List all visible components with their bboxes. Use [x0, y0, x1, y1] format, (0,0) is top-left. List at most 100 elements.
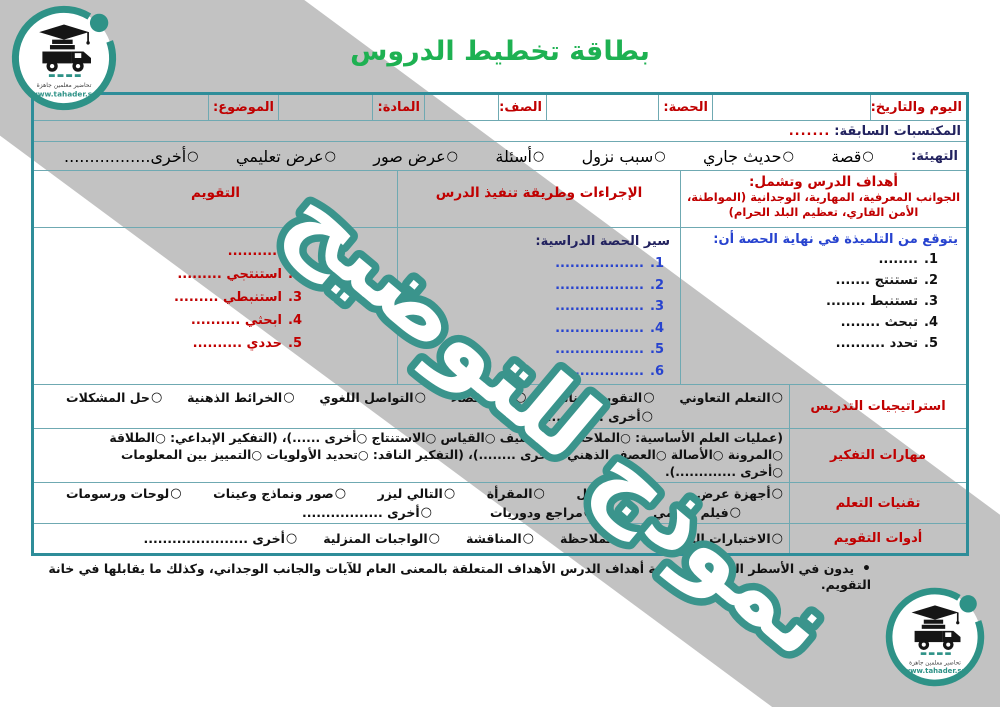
lesson-plan-form: اليوم والتاريخ: الحصة: الصف: المادة: الم… — [31, 92, 969, 556]
line-number: 2. — [288, 267, 302, 282]
radio-circle-icon[interactable]: ○ — [729, 505, 741, 520]
subject-input-area[interactable] — [278, 95, 372, 120]
radio-circle-icon[interactable]: ○ — [324, 148, 336, 164]
radio-circle-icon[interactable]: ○ — [446, 148, 458, 164]
radio-option[interactable]: ○ الاختبارات الشفوية — [654, 529, 783, 548]
objectives-expect-heading: يتوقع من التلميذة في نهاية الحصة أن: — [713, 232, 958, 247]
line-text: .................. — [555, 320, 644, 336]
radio-option[interactable]: ○ سبب نزول — [582, 147, 666, 166]
radio-option[interactable]: ○ أخرى................. — [64, 147, 199, 166]
radio-circle-icon[interactable]: ○ — [150, 389, 163, 405]
radio-circle-icon[interactable]: ○ — [334, 486, 347, 501]
radio-circle-icon[interactable]: ○ — [515, 389, 527, 405]
option-label: الملاحظة — [559, 531, 616, 546]
option-label: الواجبات المنزلية — [323, 531, 428, 546]
radio-circle-icon[interactable]: ○ — [771, 486, 783, 501]
radio-circle-icon[interactable]: ○ — [414, 389, 426, 405]
radio-circle-icon[interactable]: ○ — [782, 148, 794, 164]
radio-option[interactable]: ○ عرض تعليمي — [236, 147, 336, 166]
learning-tech-content: ○ أجهزة عرض ○ جهاز تسجيل ○ المقرأة ○ التالي ليز… — [34, 483, 789, 523]
procedures-header: الإجراءات وطريقة تنفيذ الدرس — [398, 171, 680, 228]
numbered-blank-line: 3. تستنبط ........ — [681, 291, 966, 312]
footnote-text: يدون في الأسطر الخالية في خانة أهداف الد… — [48, 561, 871, 592]
radio-circle-icon[interactable]: ○ — [771, 389, 783, 405]
radio-option[interactable]: ○ حل المشكلات — [66, 388, 162, 407]
radio-circle-icon[interactable]: ○ — [616, 531, 628, 546]
logo-tagline: تحاضير معلمين جاهزة — [37, 82, 92, 89]
numbered-blank-line: 5. حددي .......... — [34, 332, 397, 355]
evaluation-column: التقويم 1............ 2. استنتجي .........… — [34, 171, 397, 384]
thinking-skills-line1[interactable]: (عمليات العلم الأساسية: ○الملاحظة ○التصن… — [109, 431, 783, 445]
radio-circle-icon[interactable]: ○ — [533, 486, 545, 501]
radio-option[interactable]: ○ التالي ليزر — [378, 484, 456, 503]
radio-circle-icon[interactable]: ○ — [443, 486, 456, 501]
line-number: 4. — [924, 315, 938, 330]
radio-circle-icon[interactable]: ○ — [583, 505, 596, 520]
thinking-skills-line2[interactable]: ○المرونة ○الأصالة ○العصف الذهني ○أخرى ..… — [120, 448, 783, 462]
radio-option[interactable]: ○ أخرى .................... — [509, 407, 653, 426]
radio-option[interactable]: ○ الملاحظة — [560, 529, 628, 548]
radio-option[interactable]: ○ التواصل اللغوي — [319, 388, 426, 407]
bullet-icon: • — [862, 561, 871, 577]
radio-circle-icon[interactable]: ○ — [643, 389, 655, 405]
radio-option[interactable]: ○ مراجع ودوريات — [490, 503, 595, 522]
prior-learning-dots[interactable]: ....... — [788, 123, 831, 139]
radio-option[interactable]: ○ الواجبات المنزلية — [323, 529, 440, 548]
teaching-strategies-content: ○ التعلم التعاوني ○ التقويم البنائي ○ الاستقص… — [34, 385, 789, 428]
strategies-options-line2: ○ أخرى .................... — [42, 407, 783, 426]
radio-circle-icon[interactable]: ○ — [532, 148, 545, 164]
logo-site-url: www.tahader.sa — [31, 89, 97, 98]
radio-option[interactable]: ○ أسئلة — [495, 147, 544, 166]
option-label: سبب نزول — [581, 146, 654, 166]
numbered-blank-line: 3. استنبطي ......... — [34, 286, 397, 309]
numbered-blank-line: 4. ابحثي .......... — [34, 309, 397, 332]
procedures-heading: سير الحصة الدراسية: — [535, 234, 670, 249]
period-input-area[interactable] — [546, 95, 658, 120]
thinking-skills-line3[interactable]: ○أخرى .............). — [664, 465, 783, 479]
radio-circle-icon[interactable]: ○ — [653, 486, 665, 501]
radio-option[interactable]: ○ أخرى ...................... — [144, 529, 298, 548]
radio-circle-icon[interactable]: ○ — [285, 531, 298, 546]
topic-label-cell: الموضوع: — [208, 95, 278, 120]
radio-option[interactable]: ○ المقرأة — [487, 484, 545, 503]
radio-option[interactable]: ○ أجهزة عرض — [696, 484, 783, 503]
line-text: استنبطي ......... — [174, 290, 282, 305]
numbered-blank-line: 2................... — [398, 275, 680, 297]
radio-circle-icon[interactable]: ○ — [420, 505, 432, 520]
radio-option[interactable]: ○ حديث جاري — [703, 147, 794, 166]
radio-option[interactable]: ○ أخرى ................. — [302, 503, 432, 522]
radio-option[interactable]: ○ الخرائط الذهنية — [187, 388, 294, 407]
radio-circle-icon[interactable]: ○ — [428, 531, 440, 546]
line-number: 5. — [650, 342, 664, 357]
radio-circle-icon[interactable]: ○ — [641, 408, 653, 424]
line-text: ........ — [878, 252, 918, 267]
evaluation-body: 1............ 2. استنتجي ......... 3. استنبط… — [34, 228, 397, 384]
day-date-input-area[interactable] — [712, 95, 870, 120]
prior-learning-row: المكتسبات السابقة: ....... — [34, 121, 966, 142]
radio-option[interactable]: ○ المناقشة — [466, 529, 534, 548]
radio-circle-icon[interactable]: ○ — [283, 389, 295, 405]
truck-graduation-icon — [911, 605, 961, 650]
radio-option[interactable]: ○ لوحات ورسومات — [66, 484, 182, 503]
radio-option[interactable]: ○ صور ونماذج وعينات — [213, 484, 346, 503]
radio-option[interactable]: ○ التعلم التعاوني — [679, 388, 783, 407]
radio-option[interactable]: ○ عرض صور — [373, 147, 458, 166]
radio-circle-icon[interactable]: ○ — [187, 148, 199, 164]
procedures-list: 1................... 2...................… — [398, 253, 680, 382]
grade-input-area[interactable] — [424, 95, 498, 120]
radio-option[interactable]: ○ قصة — [831, 147, 873, 166]
radio-option[interactable]: ○ فيلم تعليمي — [653, 503, 741, 522]
line-number: 3. — [924, 294, 938, 309]
radio-option[interactable]: ○ الاستقصاء — [451, 388, 527, 407]
footnote: •يدون في الأسطر الخالية في خانة أهداف ال… — [31, 561, 969, 592]
grade-label: الصف: — [499, 100, 542, 115]
radio-circle-icon[interactable]: ○ — [654, 148, 666, 164]
radio-option[interactable]: ○ التقويم البنائي — [551, 388, 654, 407]
radio-circle-icon[interactable]: ○ — [862, 148, 874, 164]
radio-circle-icon[interactable]: ○ — [771, 531, 783, 546]
option-label: حديث جاري — [703, 146, 782, 166]
radio-circle-icon[interactable]: ○ — [522, 531, 534, 546]
radio-option[interactable]: ○ جهاز تسجيل — [576, 484, 665, 503]
line-text: .................. — [555, 342, 644, 357]
radio-circle-icon[interactable]: ○ — [170, 486, 182, 501]
